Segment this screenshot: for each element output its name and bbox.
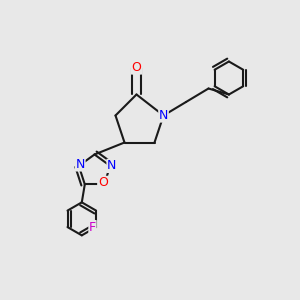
Text: N: N [159,109,168,122]
Text: F: F [89,220,96,234]
Text: O: O [132,61,141,74]
Text: N: N [107,159,116,172]
Text: N: N [76,158,85,171]
Text: O: O [98,176,108,189]
